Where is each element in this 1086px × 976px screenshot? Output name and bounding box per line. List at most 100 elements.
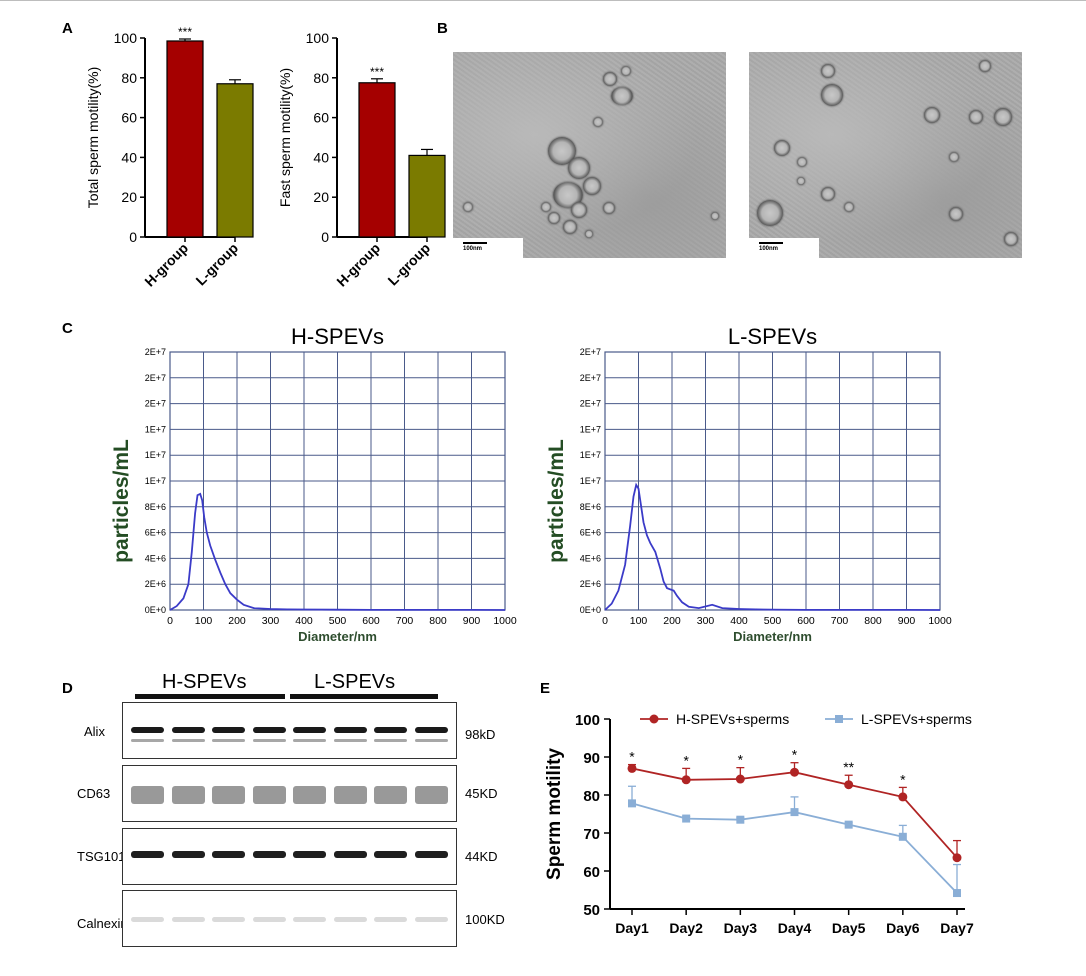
wb-band-tsg101 (293, 851, 326, 858)
wb-size-tsg101: 44KD (465, 849, 498, 864)
e-significance-label: ** (843, 759, 854, 775)
c2-x-axis-title: Diameter/nm (733, 629, 812, 644)
wb-band-tsg101 (252, 851, 286, 858)
c2-x-tick-label: 600 (797, 615, 815, 627)
wb-band-tsg101 (374, 851, 407, 858)
c2-x-tick-label: 300 (697, 615, 715, 627)
wb-band-alix-secondary (374, 739, 407, 742)
c2-y-tick-label: 4E+6 (580, 553, 601, 563)
a2-x-tick-label: L-group (384, 240, 433, 289)
wb-band-calnexin (333, 917, 367, 922)
panel-label-c: C (62, 320, 73, 337)
a2-y-tick-label: 40 (313, 149, 329, 165)
e-point-h (735, 774, 745, 784)
c1-title: H-SPEVs (291, 324, 384, 349)
wb-band-calnexin (293, 917, 326, 922)
wb-band-tsg101 (131, 851, 164, 858)
c2-y-tick-label: 8E+6 (580, 502, 601, 512)
c1-x-tick-label: 0 (167, 615, 173, 627)
a1-bar (166, 40, 204, 238)
tem-image-l: 100nm (749, 52, 1022, 258)
a2-y-tick-label: 100 (306, 30, 330, 46)
c2-y-tick-label: 6E+6 (580, 528, 601, 538)
c2-x-tick-label: 1000 (928, 615, 952, 627)
tem-scale-bar-l: 100nm (749, 238, 819, 258)
e-x-tick-label: Day3 (724, 920, 758, 936)
wb-group-l-label: L-SPEVs (314, 671, 396, 693)
a1-significance-label: *** (178, 25, 192, 39)
c2-x-tick-label: 700 (831, 615, 849, 627)
a2-bar (358, 82, 396, 238)
a1-x-tick-label: L-group (192, 240, 241, 289)
c2-x-tick-label: 0 (602, 615, 608, 627)
c1-x-tick-label: 700 (396, 615, 414, 627)
a2-significance-label: *** (370, 65, 384, 79)
a1-bar (216, 83, 254, 238)
wb-group-l-bar (290, 694, 438, 699)
wb-band-alix (252, 727, 286, 733)
c2-y-tick-label: 2E+7 (580, 399, 601, 409)
panel-label-b: B (437, 20, 448, 37)
wb-band-alix-secondary (293, 739, 326, 742)
e-point-h (681, 775, 691, 785)
wb-band-alix-secondary (171, 739, 205, 742)
c1-x-tick-label: 900 (463, 615, 481, 627)
wb-band-tsg101 (212, 851, 245, 858)
wb-size-cd63: 45KD (465, 786, 498, 801)
e-y-axis-title: Sperm motility (544, 748, 565, 880)
c1-x-tick-label: 800 (429, 615, 447, 627)
c1-y-tick-label: 2E+7 (145, 373, 166, 383)
e-legend-marker-1 (835, 715, 843, 723)
c1-y-tick-label: 2E+7 (145, 347, 166, 357)
e-x-tick-label: Day2 (669, 920, 703, 936)
a1-y-tick-label: 20 (121, 189, 137, 205)
top-divider (0, 0, 1086, 1)
wb-band-tsg101 (414, 851, 448, 858)
wb-band-cd63 (252, 786, 286, 804)
a1-y-axis-title: Total sperm motility(%) (85, 67, 101, 209)
c1-y-axis-title: particles/mL (110, 439, 133, 563)
c2-title: L-SPEVs (728, 324, 817, 349)
wb-band-cd63 (171, 786, 205, 804)
c1-x-tick-label: 100 (195, 615, 213, 627)
e-significance-label: * (792, 747, 798, 763)
e-x-tick-label: Day1 (615, 920, 649, 936)
e-point-l (628, 799, 636, 808)
e-legend-label-1: L-SPEVs+sperms (861, 711, 972, 727)
h-spevs-nta-chart: H-SPEVs 0 100 200 300 400 500 600 700 800 900 1000 0… (110, 324, 517, 644)
c1-x-tick-label: 200 (228, 615, 246, 627)
e-significance-label: * (629, 749, 635, 765)
wb-band-alix-secondary (333, 739, 367, 742)
tem-scale-bar-h: 100nm (453, 238, 523, 258)
panel-label-e: E (540, 680, 551, 697)
c1-x-tick-label: 300 (262, 615, 280, 627)
e-y-tick-label: 60 (583, 864, 600, 881)
e-point-h (627, 763, 637, 773)
a2-x-tick-label: H-group (333, 240, 383, 290)
a1-x-tick-label: H-group (141, 240, 191, 290)
e-point-h (790, 767, 799, 777)
c2-x-tick-label: 900 (898, 615, 916, 627)
c1-x-tick-label: 600 (362, 615, 380, 627)
wb-band-alix (131, 727, 164, 733)
e-significance-label: * (900, 771, 906, 787)
wb-size-calnexin: 100KD (465, 912, 505, 927)
a2-y-tick-label: 80 (313, 70, 329, 86)
e-point-l (790, 808, 799, 817)
e-x-tick-label: Day6 (886, 920, 920, 936)
panel-label-a: A (62, 20, 73, 37)
c1-y-tick-label: 2E+6 (145, 579, 166, 589)
c2-y-tick-label: 0E+0 (580, 605, 601, 615)
wb-blot-calnexin (122, 890, 457, 947)
c2-x-tick-label: 200 (663, 615, 681, 627)
c2-y-tick-label: 2E+7 (580, 347, 601, 357)
e-x-tick-label: Day4 (778, 920, 812, 936)
c2-y-tick-label: 1E+7 (580, 476, 601, 486)
e-point-l (736, 815, 745, 824)
wb-band-cd63 (414, 786, 448, 804)
wb-protein-alix: Alix (84, 724, 105, 739)
total-motility-bar-chart: 0 20 40 60 80 100 Total sperm motility(%) *** H-… (85, 25, 254, 290)
e-point-l (844, 820, 853, 829)
c2-y-tick-label: 1E+7 (580, 424, 601, 434)
e-significance-label: * (738, 752, 744, 768)
